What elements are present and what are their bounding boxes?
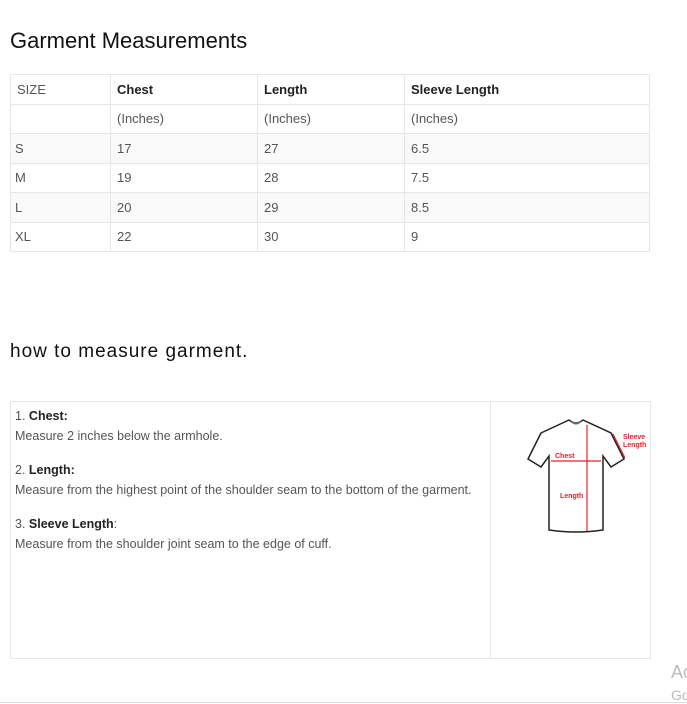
instruction-sleeve: 3. Sleeve Length: Measure from the should… [15, 514, 486, 554]
section-title: how to measure garment. [10, 341, 249, 362]
instructions: 1. Chest: Measure 2 inches below the armh… [11, 402, 491, 658]
table-cell: 22 [110, 221, 258, 252]
table-cell: M [10, 162, 111, 193]
item-number: 2. [15, 463, 26, 477]
table-cell: L [10, 192, 111, 223]
watermark-line-2: Go [671, 687, 687, 703]
item-text: Measure 2 inches below the armhole. [15, 429, 223, 443]
table-cell: (Inches) [110, 103, 258, 134]
table-cell: 20 [110, 192, 258, 223]
header-size: SIZE [10, 74, 111, 105]
table-row: S 17 27 6.5 [10, 133, 650, 164]
instruction-length: 2. Length: Measure from the highest point… [15, 460, 486, 500]
sleeve-label-2: Length [623, 442, 646, 449]
size-table: SIZE Chest Length Sleeve Length (Inches)… [10, 74, 650, 252]
table-cell: 19 [110, 162, 258, 193]
table-row: (Inches) (Inches) (Inches) [10, 103, 650, 134]
table-cell: 28 [257, 162, 405, 193]
item-number: 1. [15, 409, 26, 423]
header-chest: Chest [110, 74, 258, 105]
item-label: Length: [28, 463, 75, 477]
table-row: M 19 28 7.5 [10, 162, 650, 193]
table-row: L 20 29 8.5 [10, 192, 650, 223]
item-text: Measure from the highest point of the sh… [15, 483, 472, 497]
item-label: Chest: [28, 409, 68, 423]
sleeve-label-1: Sleeve [623, 434, 645, 441]
item-suffix: : [113, 517, 118, 531]
tshirt-outline [527, 419, 625, 533]
table-cell: 9 [404, 221, 650, 252]
table-cell: 17 [110, 133, 258, 164]
instruction-chest: 1. Chest: Measure 2 inches below the armh… [15, 406, 486, 446]
chest-label: Chest [555, 453, 575, 460]
table-cell [10, 103, 111, 134]
item-number: 3. [15, 517, 26, 531]
item-label: Sleeve Length [28, 517, 114, 531]
tshirt-diagram: Chest Length Sleeve Length [527, 419, 646, 533]
table-cell: 8.5 [404, 192, 650, 223]
tshirt-collar [569, 420, 583, 425]
sleeve-arrow [612, 433, 626, 459]
table-cell: 7.5 [404, 162, 650, 193]
table-row: XL 22 30 9 [10, 221, 650, 252]
table-cell: 27 [257, 133, 405, 164]
header-length: Length [257, 74, 405, 105]
table-header-row: SIZE Chest Length Sleeve Length [10, 74, 650, 105]
header-sleeve: Sleeve Length [404, 74, 650, 105]
measure-guide: 1. Chest: Measure 2 inches below the armh… [10, 401, 651, 659]
divider [0, 702, 687, 703]
table-cell: (Inches) [404, 103, 650, 134]
table-cell: 29 [257, 192, 405, 223]
length-label: Length [560, 493, 583, 500]
table-cell: XL [10, 221, 111, 252]
table-cell: S [10, 133, 111, 164]
item-text: Measure from the shoulder joint seam to … [15, 537, 332, 551]
table-cell: 6.5 [404, 133, 650, 164]
table-cell: 30 [257, 221, 405, 252]
page-title: Garment Measurements [10, 28, 248, 53]
watermark-line-1: Ac [671, 662, 687, 682]
table-cell: (Inches) [257, 103, 405, 134]
